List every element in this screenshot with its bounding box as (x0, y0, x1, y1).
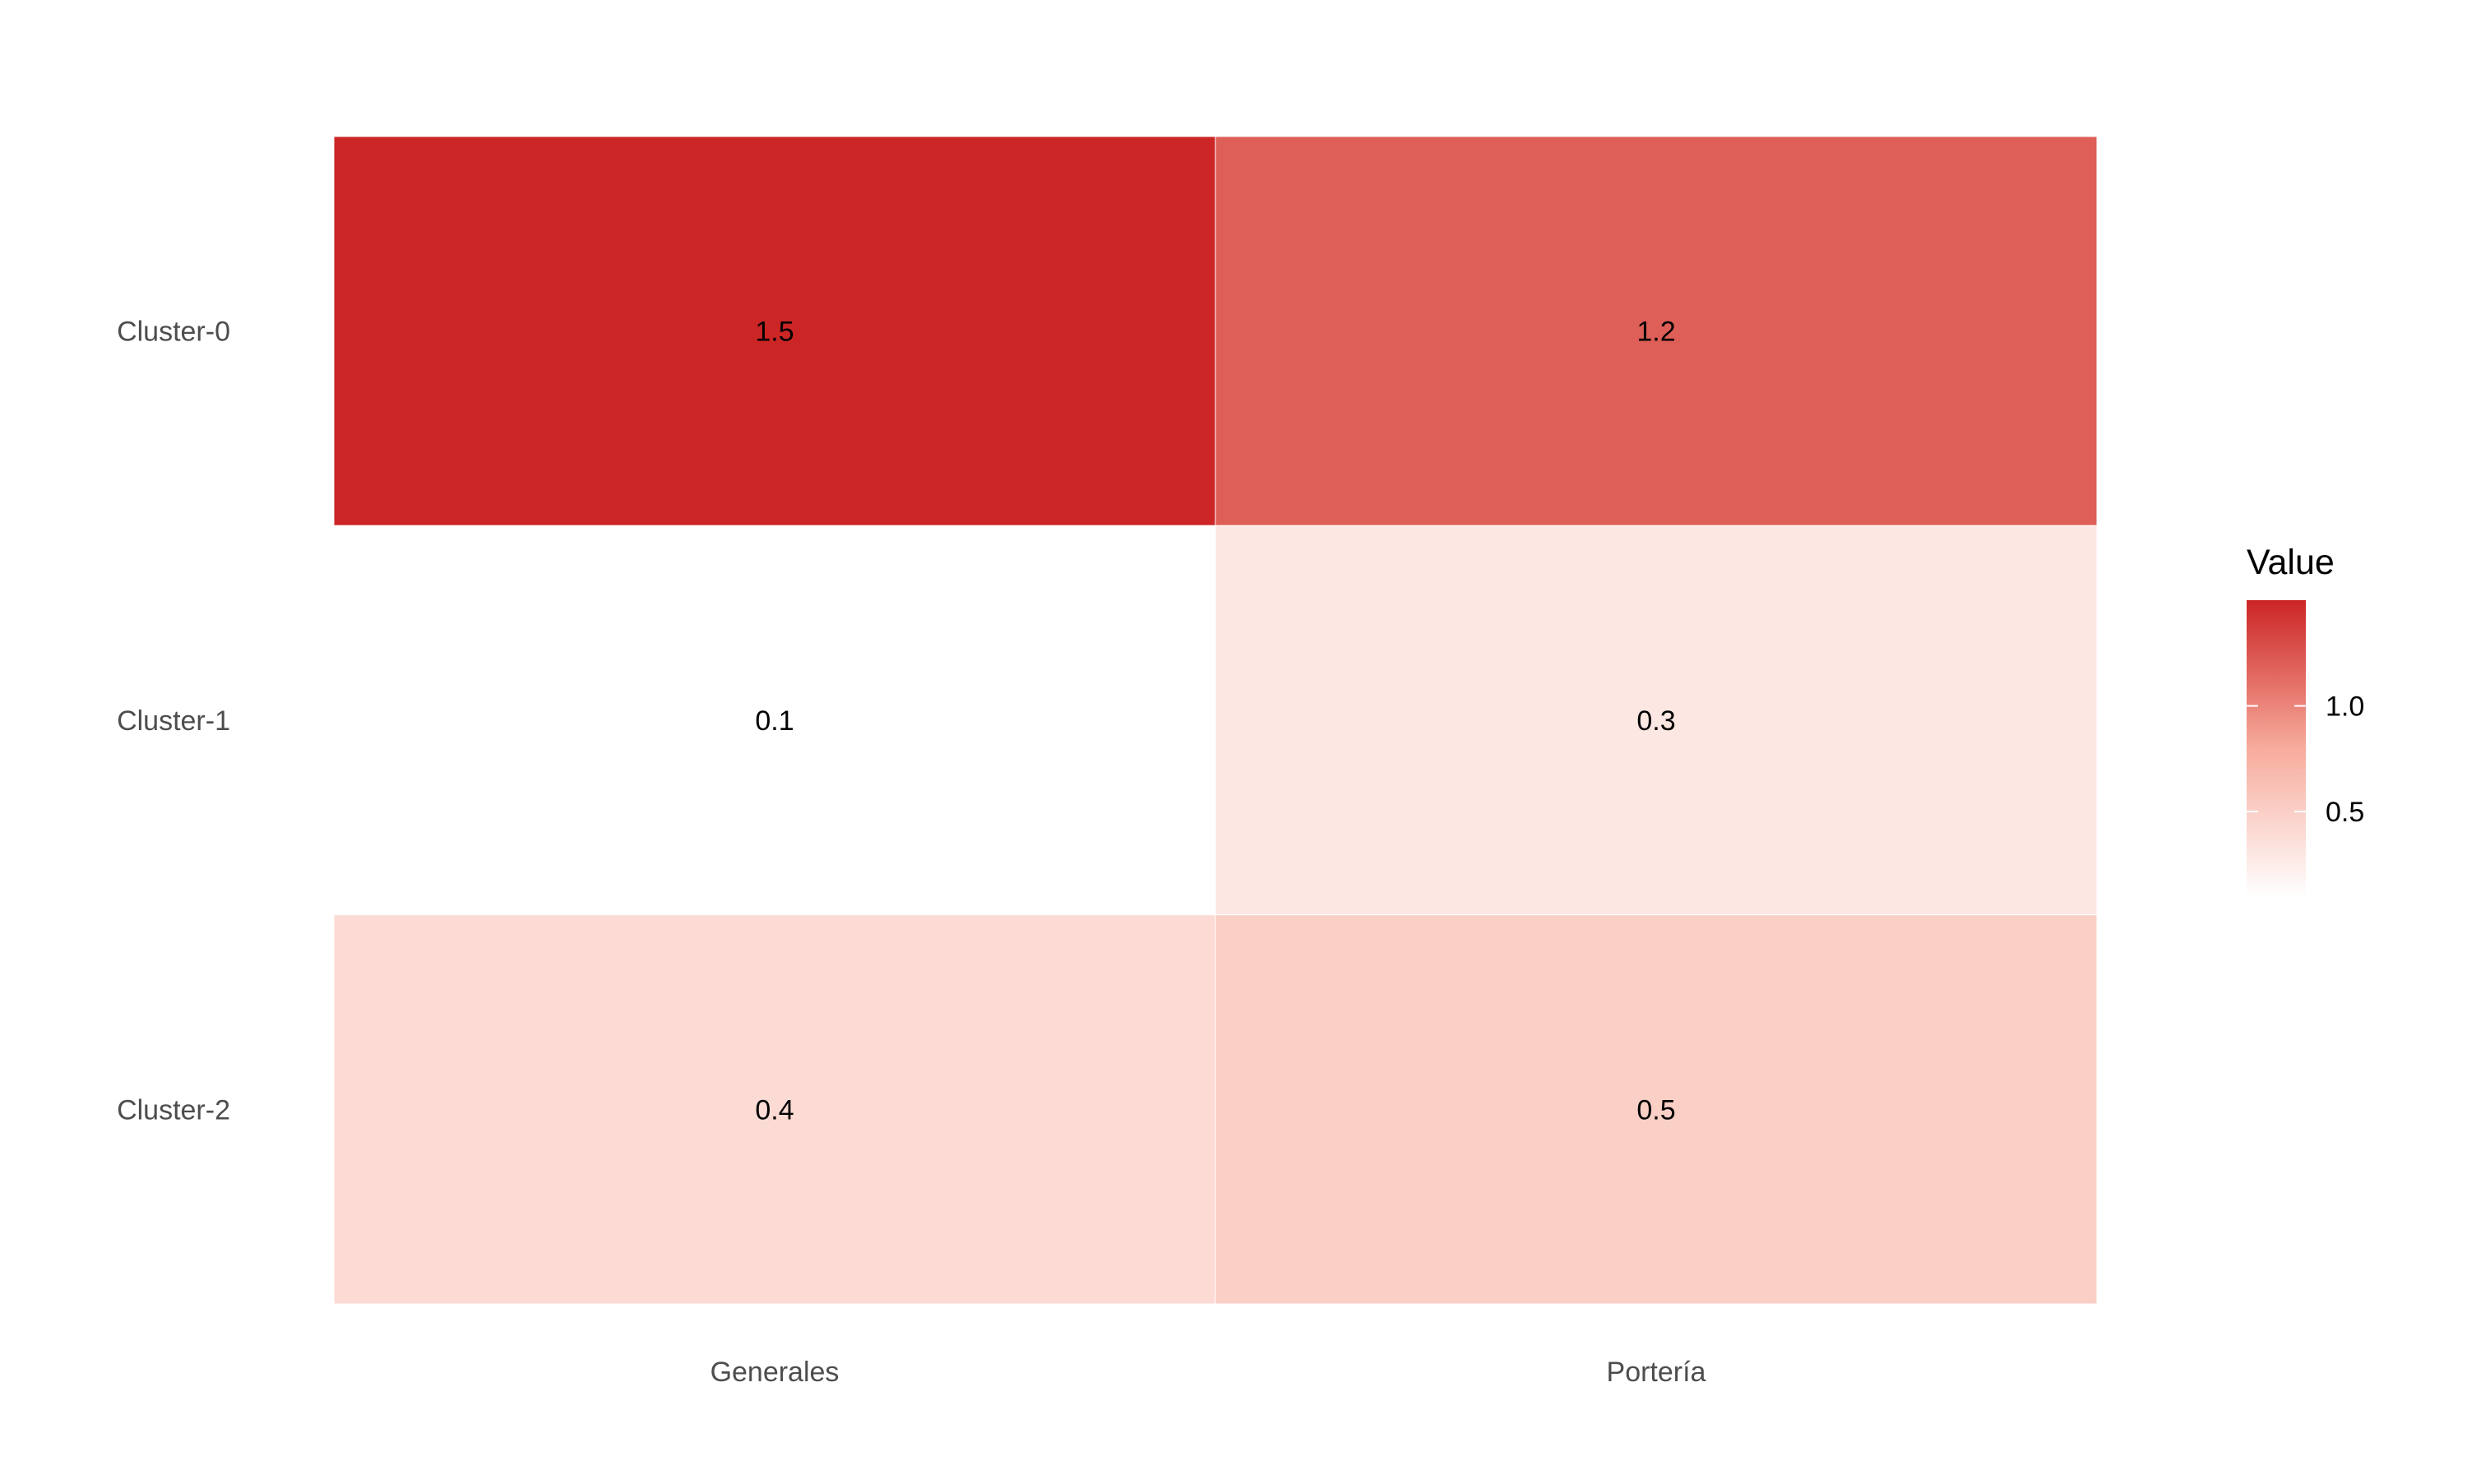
heatmap-cells (333, 136, 2098, 1305)
heatmap-cell-r2-c1 (1215, 914, 2098, 1305)
cell-value-label-r0-c0: 1.5 (755, 317, 794, 348)
x-tick-label-1: Portería (1607, 1357, 1706, 1388)
cell-value-label-r2-c1: 0.5 (1636, 1094, 1675, 1126)
legend-title: Value (2247, 543, 2335, 582)
legend-tick-label-1: 0.5 (2326, 797, 2364, 828)
cell-value-label-r2-c0: 0.4 (755, 1094, 794, 1126)
cell-value-label-r1-c0: 0.1 (755, 705, 794, 737)
y-axis-tick-labels: Cluster-0 Cluster-1 Cluster-2 (117, 317, 230, 1126)
x-axis-tick-labels: Generales Portería (710, 1357, 1706, 1388)
y-tick-label-0: Cluster-0 (117, 317, 230, 348)
color-legend: Value 1.0 0.5 (2247, 543, 2364, 896)
heatmap-cell-r0-c1 (1215, 136, 2098, 526)
legend-color-bar (2247, 600, 2306, 896)
heatmap-cell-r1-c0 (333, 525, 1216, 916)
cell-value-label-r0-c1: 1.2 (1636, 317, 1675, 348)
y-tick-label-1: Cluster-1 (117, 705, 230, 737)
y-tick-label-2: Cluster-2 (117, 1094, 230, 1126)
x-tick-label-0: Generales (710, 1357, 840, 1388)
heatmap-cell-r0-c0 (333, 136, 1216, 526)
legend-tick-label-0: 1.0 (2326, 691, 2364, 723)
cell-value-label-r1-c1: 0.3 (1636, 705, 1675, 737)
heatmap-cell-r2-c0 (333, 914, 1216, 1305)
heatmap-cell-labels: 1.5 1.2 0.1 0.3 0.4 0.5 (755, 317, 1675, 1126)
heatmap-cell-r1-c1 (1215, 525, 2098, 916)
